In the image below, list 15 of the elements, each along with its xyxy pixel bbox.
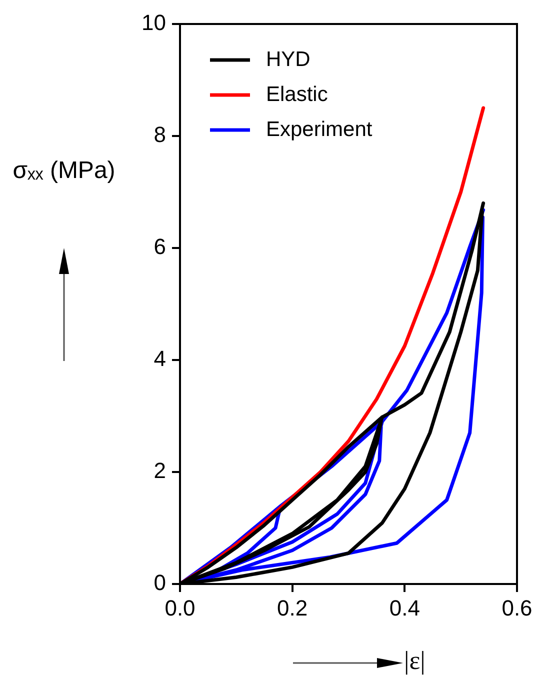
x-tick-label: 0.0 [164, 595, 196, 620]
y-tick-label: 0 [154, 570, 166, 596]
y-tick-label: 4 [154, 346, 166, 372]
x-tick-label: 0.2 [277, 595, 308, 620]
x-tick-label: 0.4 [389, 595, 420, 620]
y-tick-label: 2 [154, 458, 166, 484]
y-tick-label: 10 [142, 10, 166, 36]
legend-label: HYD [266, 48, 310, 71]
legend-label: Experiment [266, 118, 372, 141]
legend-label: Elastic [266, 82, 328, 106]
x-tick-label: 0.6 [502, 595, 532, 620]
y-axis-title: σₓₓ (MPa) [12, 156, 116, 186]
y-tick-label: 8 [154, 122, 166, 148]
y-tick-label: 6 [154, 234, 166, 260]
x-axis-title: |ε| [404, 646, 426, 676]
